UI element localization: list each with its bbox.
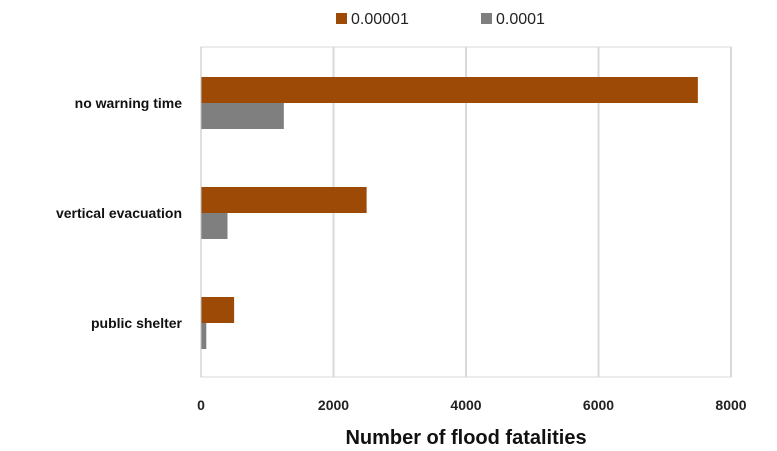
x-tick-labels: 0 2000 4000 6000 8000 <box>197 397 747 413</box>
bar-public-shelter-series-2 <box>201 323 207 349</box>
legend-label: 0.00001 <box>351 11 409 28</box>
category-label: no warning time <box>75 95 183 111</box>
x-tick-label: 8000 <box>715 397 746 413</box>
bars <box>201 77 698 349</box>
legend-label: 0.0001 <box>496 11 545 28</box>
x-axis-title: Number of flood fatalities <box>345 427 586 449</box>
category-label: vertical evacuation <box>56 205 182 221</box>
bar-vertical-evacuation-series-2 <box>201 213 228 239</box>
category-labels: no warning time vertical evacuation public… <box>56 95 183 331</box>
x-tick-label: 2000 <box>318 397 349 413</box>
legend-swatch <box>481 13 492 24</box>
category-label: public shelter <box>91 315 183 331</box>
x-tick-label: 4000 <box>450 397 481 413</box>
bar-public-shelter-series-1 <box>201 297 235 323</box>
bar-no-warning-time-series-1 <box>201 77 698 103</box>
x-tick-label: 0 <box>197 397 205 413</box>
x-tick-label: 6000 <box>583 397 614 413</box>
legend: 0.00001 0.0001 <box>336 11 545 28</box>
bar-vertical-evacuation-series-1 <box>201 187 367 213</box>
legend-item: 0.0001 <box>481 11 545 28</box>
legend-item: 0.00001 <box>336 11 409 28</box>
legend-swatch <box>336 13 347 24</box>
bar-no-warning-time-series-2 <box>201 103 284 129</box>
